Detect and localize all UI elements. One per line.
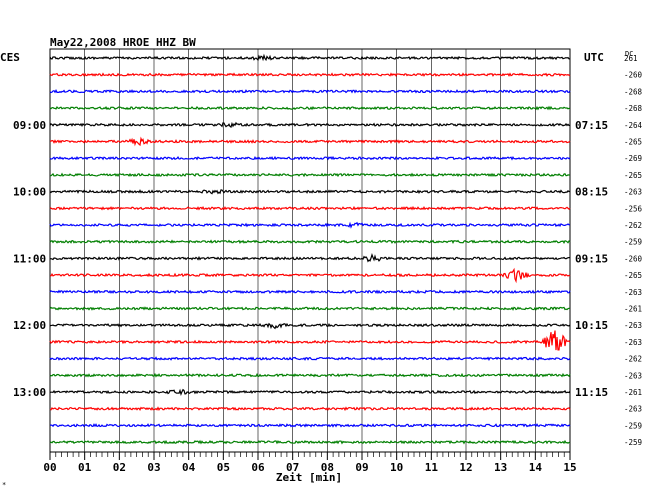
right-time-label: 11:15 bbox=[575, 386, 608, 399]
dc-offset-label: -262 bbox=[624, 221, 642, 230]
dc-offset-label: -261 bbox=[624, 305, 642, 314]
dc-offset-label: -263 bbox=[624, 405, 642, 414]
x-tick-label: 13 bbox=[494, 461, 507, 474]
dc-offset-label: -263 bbox=[624, 338, 642, 347]
right-time-label: 09:15 bbox=[575, 252, 608, 265]
left-time-label: 13:00 bbox=[13, 386, 46, 399]
dc-offset-label: -263 bbox=[624, 321, 642, 330]
trace-row bbox=[49, 89, 571, 94]
x-tick-label: 12 bbox=[459, 461, 472, 474]
trace-row bbox=[49, 189, 571, 195]
dc-offset-label: -259 bbox=[624, 421, 642, 430]
left-time-label: 12:00 bbox=[13, 319, 46, 332]
dc-offset-label: -264 bbox=[624, 121, 643, 130]
x-axis-label: Zeit [min] bbox=[276, 471, 342, 484]
trace-row bbox=[49, 239, 571, 244]
x-axis: 00 01 02 03 04 05 06 07 08 09 10 11 12 13 14 15 bbox=[43, 452, 577, 474]
trace-row bbox=[49, 289, 571, 295]
trace-row bbox=[49, 356, 571, 361]
trace-row bbox=[49, 172, 571, 178]
right-time-label: 07:15 bbox=[575, 119, 608, 132]
right-time-label: 08:15 bbox=[575, 186, 608, 199]
dc-offset-labels: 261 -260 -268 -268 -264 -265 -269 -265 -263 -256 -… bbox=[624, 54, 643, 447]
trace-group bbox=[49, 53, 571, 445]
right-time-labels: 07:15 08:15 09:15 10:15 11:15 bbox=[575, 119, 608, 399]
dc-offset-label: -259 bbox=[624, 438, 642, 447]
dc-offset-label: -269 bbox=[624, 154, 642, 163]
x-tick-label: 05 bbox=[217, 461, 230, 474]
dc-offset-label: -265 bbox=[624, 271, 642, 280]
trace-row bbox=[49, 322, 571, 330]
trace-row bbox=[49, 406, 571, 412]
x-tick-label: 00 bbox=[43, 461, 56, 474]
x-tick-label: 14 bbox=[529, 461, 543, 474]
left-time-label: 10:00 bbox=[13, 186, 46, 199]
trace-row bbox=[49, 121, 571, 129]
trace-row bbox=[49, 267, 571, 284]
trace-row bbox=[49, 136, 571, 147]
trace-row bbox=[49, 53, 571, 62]
trace-row bbox=[49, 253, 571, 263]
left-time-label: 09:00 bbox=[13, 119, 46, 132]
x-tick-label: 11 bbox=[425, 461, 439, 474]
dc-offset-label: -256 bbox=[624, 204, 643, 213]
trace-row bbox=[49, 306, 571, 311]
x-tick-label: 01 bbox=[78, 461, 92, 474]
dc-offset-label: -259 bbox=[624, 238, 642, 247]
dc-offset-label: -260 bbox=[624, 254, 643, 263]
dc-offset-label: -265 bbox=[624, 138, 642, 147]
trace-row bbox=[49, 105, 571, 111]
dc-offset-label: -263 bbox=[624, 288, 642, 297]
chart-title: May22,2008 HROE HHZ BW bbox=[50, 36, 196, 49]
trace-row bbox=[49, 372, 571, 378]
right-time-label: 10:15 bbox=[575, 319, 608, 332]
x-tick-label: 02 bbox=[113, 461, 126, 474]
dc-offset-label: -261 bbox=[624, 388, 642, 397]
trace-row bbox=[49, 205, 571, 211]
x-tick-label: 08 bbox=[321, 461, 334, 474]
left-time-label: 11:00 bbox=[13, 252, 46, 265]
corner-mark: * bbox=[2, 481, 6, 489]
trace-row bbox=[49, 388, 571, 397]
x-tick-label: 04 bbox=[182, 461, 196, 474]
x-tick-label: 10 bbox=[390, 461, 403, 474]
grid-lines bbox=[49, 48, 571, 453]
trace-row bbox=[49, 439, 571, 445]
left-time-labels: 09:00 10:00 11:00 12:00 13:00 bbox=[13, 119, 46, 399]
x-tick-label: 03 bbox=[147, 461, 160, 474]
dc-offset-label: 261 bbox=[624, 54, 638, 63]
x-tick-label: 09 bbox=[355, 461, 368, 474]
left-zone-label: CES bbox=[0, 51, 20, 64]
dc-offset-label: -265 bbox=[624, 171, 642, 180]
right-zone-label: UTC bbox=[584, 51, 604, 64]
dc-offset-label: -263 bbox=[624, 188, 642, 197]
trace-row bbox=[49, 423, 571, 428]
dc-offset-label: -268 bbox=[624, 104, 643, 113]
trace-row bbox=[49, 221, 571, 229]
x-tick-label: 06 bbox=[251, 461, 265, 474]
trace-row bbox=[49, 330, 571, 351]
dc-offset-label: -262 bbox=[624, 355, 642, 364]
trace-row bbox=[49, 72, 571, 77]
dc-header-label: DC bbox=[625, 50, 633, 58]
dc-offset-label: -260 bbox=[624, 71, 643, 80]
trace-row bbox=[49, 155, 571, 161]
x-tick-label: 15 bbox=[563, 461, 576, 474]
dc-offset-label: -263 bbox=[624, 371, 642, 380]
x-tick-label: 07 bbox=[286, 461, 299, 474]
dc-offset-label: -268 bbox=[624, 87, 643, 96]
